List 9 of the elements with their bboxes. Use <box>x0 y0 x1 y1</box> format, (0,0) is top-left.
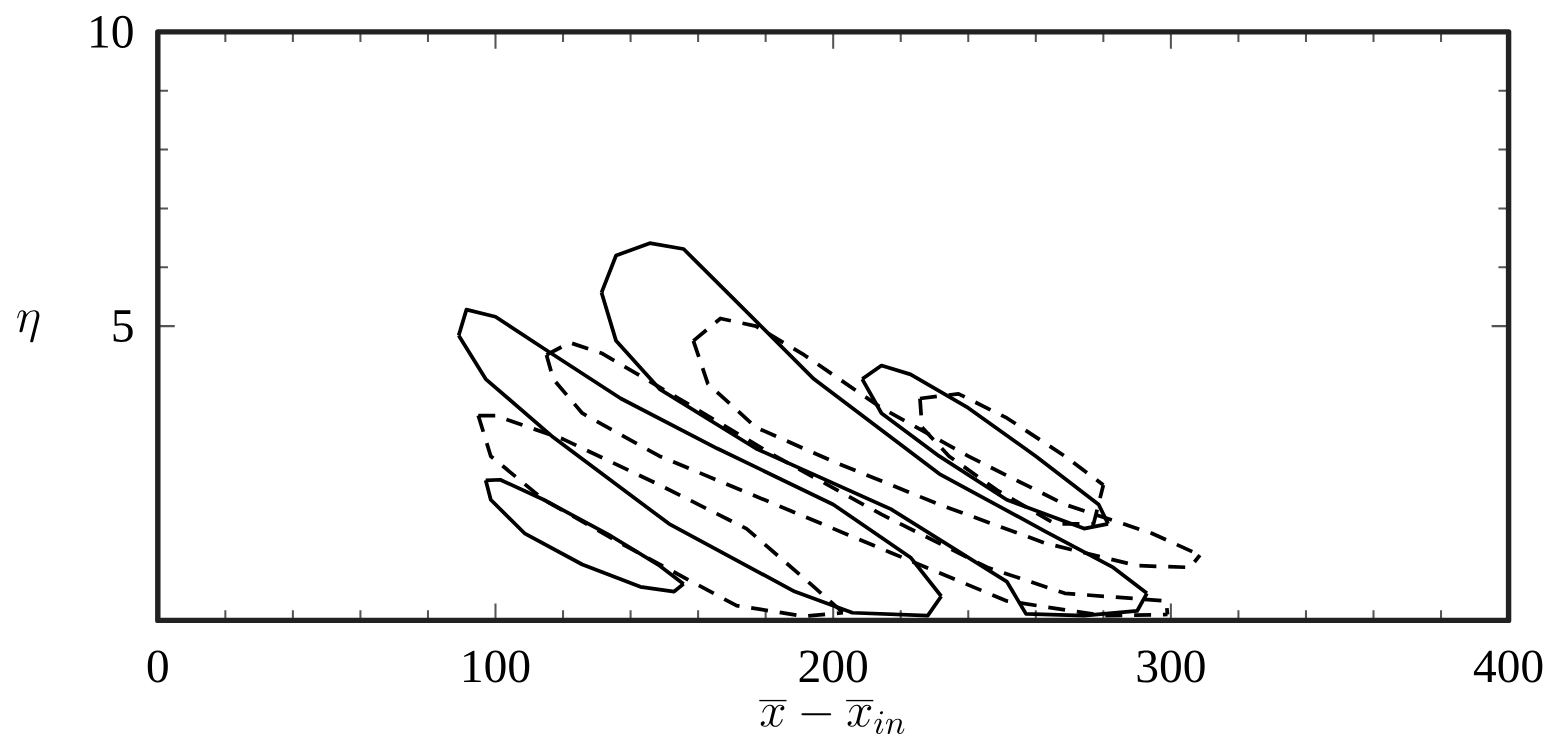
x-axis-title: $\overline{x}-\overline{x}_{in}$ <box>759 700 905 735</box>
y-tick-label: 5 <box>113 310 133 343</box>
x-tick-label: 0 <box>147 650 168 683</box>
y-axis-title: $\eta$ <box>17 310 40 343</box>
y-tick-label: 10 <box>91 16 133 49</box>
x-tick-label: 400 <box>1473 650 1543 683</box>
x-tick-label: 300 <box>1137 650 1205 683</box>
x-tick-label: 200 <box>799 650 867 683</box>
x-tick-label: 100 <box>464 650 530 683</box>
